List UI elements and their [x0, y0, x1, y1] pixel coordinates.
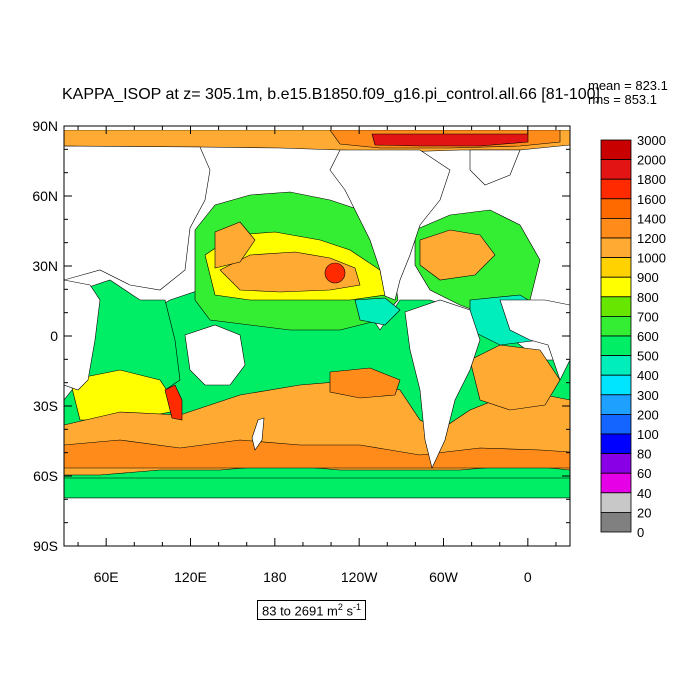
land-south-america	[404, 299, 481, 469]
south-pacific-gyre	[329, 367, 401, 399]
colorbar-box	[600, 335, 632, 357]
colorbar-level-label: 1600	[637, 192, 666, 207]
range-sup-1: 2	[337, 602, 343, 612]
colorbar-box	[600, 433, 632, 455]
north-atlantic-warm	[419, 229, 496, 281]
range-text: 83 to 2691 m	[262, 603, 338, 619]
land-antarctica	[64, 497, 570, 546]
colorbar-box	[600, 512, 632, 533]
colorbar-level-label: 800	[637, 290, 659, 305]
colorbar-box	[600, 237, 632, 259]
land-asia	[64, 145, 211, 291]
lat-tick-label: 30S	[33, 398, 58, 414]
pacific-hotspot	[324, 262, 346, 284]
lon-tick-label: 180	[263, 569, 287, 585]
colorbar-level-label: 80	[637, 447, 651, 462]
land-north-america	[329, 149, 451, 301]
colorbar-level-label: 20	[637, 505, 651, 520]
south-atlantic	[469, 344, 561, 411]
colorbar-box	[600, 315, 632, 337]
colorbar-box	[600, 492, 632, 513]
colorbar-level-label: 500	[637, 349, 659, 364]
colorbar-box	[600, 413, 632, 435]
colorbar-box	[600, 276, 632, 298]
colorbar-level-label: 1800	[637, 172, 666, 187]
colorbar-box	[600, 374, 632, 396]
lat-tick-label: 30N	[32, 258, 58, 274]
east-pacific-cyan	[354, 297, 401, 326]
southern-orange-core	[64, 439, 570, 469]
lon-tick-label: 120E	[174, 569, 207, 585]
colorbar-level-label: 1000	[637, 251, 666, 266]
lon-tick-label: 120W	[341, 569, 378, 585]
mean-stat: mean = 823.1	[588, 78, 668, 93]
colorbar-level-label: 40	[637, 486, 651, 501]
colorbar-level-label: 900	[637, 270, 659, 285]
colorbar-box	[600, 453, 632, 474]
axes: 90N 60N 30N 0 30S 60S 90S 60E 120E 180 120W 60W 0	[32, 118, 570, 585]
colorbar-box	[600, 472, 632, 494]
kuroshio	[214, 221, 256, 269]
lon-tick-label: 60E	[94, 569, 119, 585]
colorbar-level-label: 0	[637, 525, 644, 540]
colorbar-level-label: 3000	[637, 133, 666, 148]
lon-tick-label: 0	[524, 569, 532, 585]
colorbar-level-label: 400	[637, 368, 659, 383]
colorbar-box	[600, 159, 632, 180]
ocean-field	[64, 126, 570, 546]
colorbar-box	[600, 198, 632, 219]
colorbar-level-label: 100	[637, 427, 659, 442]
land-africa	[499, 299, 570, 381]
rms-stat: rms = 853.1	[588, 92, 658, 107]
antarctic-coast	[64, 477, 570, 499]
colorbar-level-label: 1400	[637, 211, 666, 226]
lon-tick-label: 60W	[429, 569, 459, 585]
colorbar-labels: 3000200018001600140012001000900800700600…	[637, 133, 666, 540]
range-mid: s	[342, 603, 354, 619]
colorbar-box	[600, 217, 632, 239]
lat-tick-label: 0	[50, 328, 58, 344]
lat-tick-label: 90S	[33, 538, 58, 554]
agulhas	[164, 384, 183, 421]
colorbar-level-label: 2000	[637, 153, 666, 168]
land-africa-west	[64, 279, 101, 391]
colorbar-box	[600, 139, 632, 161]
plot-title: KAPPA_ISOP at z= 305.1m, b.e15.B1850.f09…	[62, 86, 600, 103]
colorbar-level-label: 600	[637, 329, 659, 344]
land-australia	[184, 324, 246, 386]
colorbar-level-label: 700	[637, 309, 659, 324]
colorbar-box	[600, 355, 632, 376]
lat-tick-label: 90N	[32, 118, 58, 134]
colorbar-boxes	[600, 139, 632, 533]
lat-tick-label: 60N	[32, 188, 58, 204]
land-new-zealand	[251, 417, 265, 451]
colorbar-level-label: 200	[637, 407, 659, 422]
colorbar-box	[600, 394, 632, 415]
colorbar-level-label: 300	[637, 388, 659, 403]
colorbar-box	[600, 296, 632, 317]
land-greenland	[469, 149, 521, 186]
value-range-label: 83 to 2691 m2 s-1	[257, 600, 367, 621]
lat-tick-label: 60S	[33, 468, 58, 484]
range-sup-2: -1	[353, 602, 362, 612]
colorbar-box	[600, 178, 632, 200]
colorbar-level-label: 60	[637, 466, 651, 481]
colorbar-box	[600, 257, 632, 278]
colorbar-level-label: 1200	[637, 231, 666, 246]
pacific-orange	[219, 251, 361, 293]
